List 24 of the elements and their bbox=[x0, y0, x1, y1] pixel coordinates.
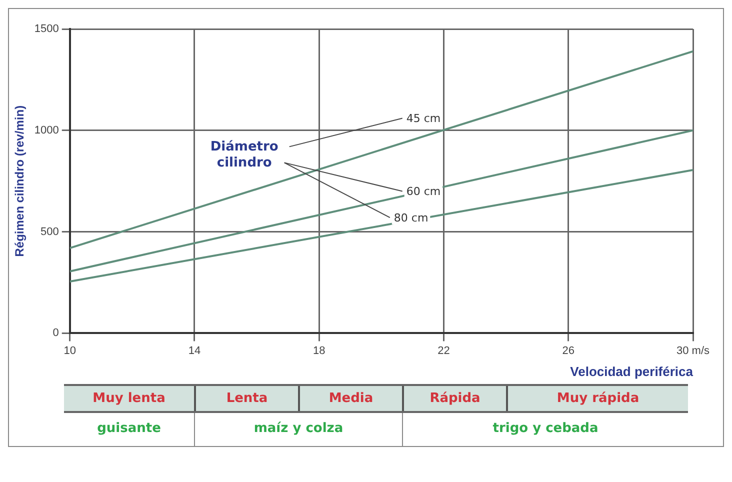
text: Rápida bbox=[402, 386, 506, 411]
legend-title: Diámetro cilindro bbox=[210, 140, 278, 171]
y-tick-label: 1000 bbox=[34, 124, 59, 136]
y-tick-label: 0 bbox=[52, 327, 59, 340]
series-label: 60 cm bbox=[406, 185, 441, 198]
text: trigo y cebada bbox=[402, 413, 688, 446]
text: guisante bbox=[96, 420, 162, 438]
series-label: 45 cm bbox=[406, 112, 441, 126]
text: Lenta bbox=[194, 386, 298, 411]
text: maíz y colza bbox=[194, 413, 402, 446]
text: Muy rápida bbox=[506, 386, 688, 411]
x-tick-label: 10 bbox=[64, 344, 76, 357]
y-tick-label: 1500 bbox=[34, 23, 59, 36]
x-tick-label: 30 m/s bbox=[676, 344, 710, 357]
text: Media bbox=[298, 386, 402, 411]
text: Muy lenta bbox=[92, 390, 166, 408]
series-label: 80 cm bbox=[394, 212, 428, 225]
x-axis-title: Velocidad periférica bbox=[570, 364, 694, 379]
x-tick-label: 18 bbox=[312, 344, 326, 357]
x-tick-label: 14 bbox=[188, 344, 201, 357]
x-tick-label: 22 bbox=[438, 344, 450, 357]
y-tick-label: 500 bbox=[40, 226, 59, 238]
x-tick-label: 26 bbox=[562, 344, 574, 357]
y-axis-title: Régimen cilindro (rev/min) bbox=[12, 105, 27, 257]
